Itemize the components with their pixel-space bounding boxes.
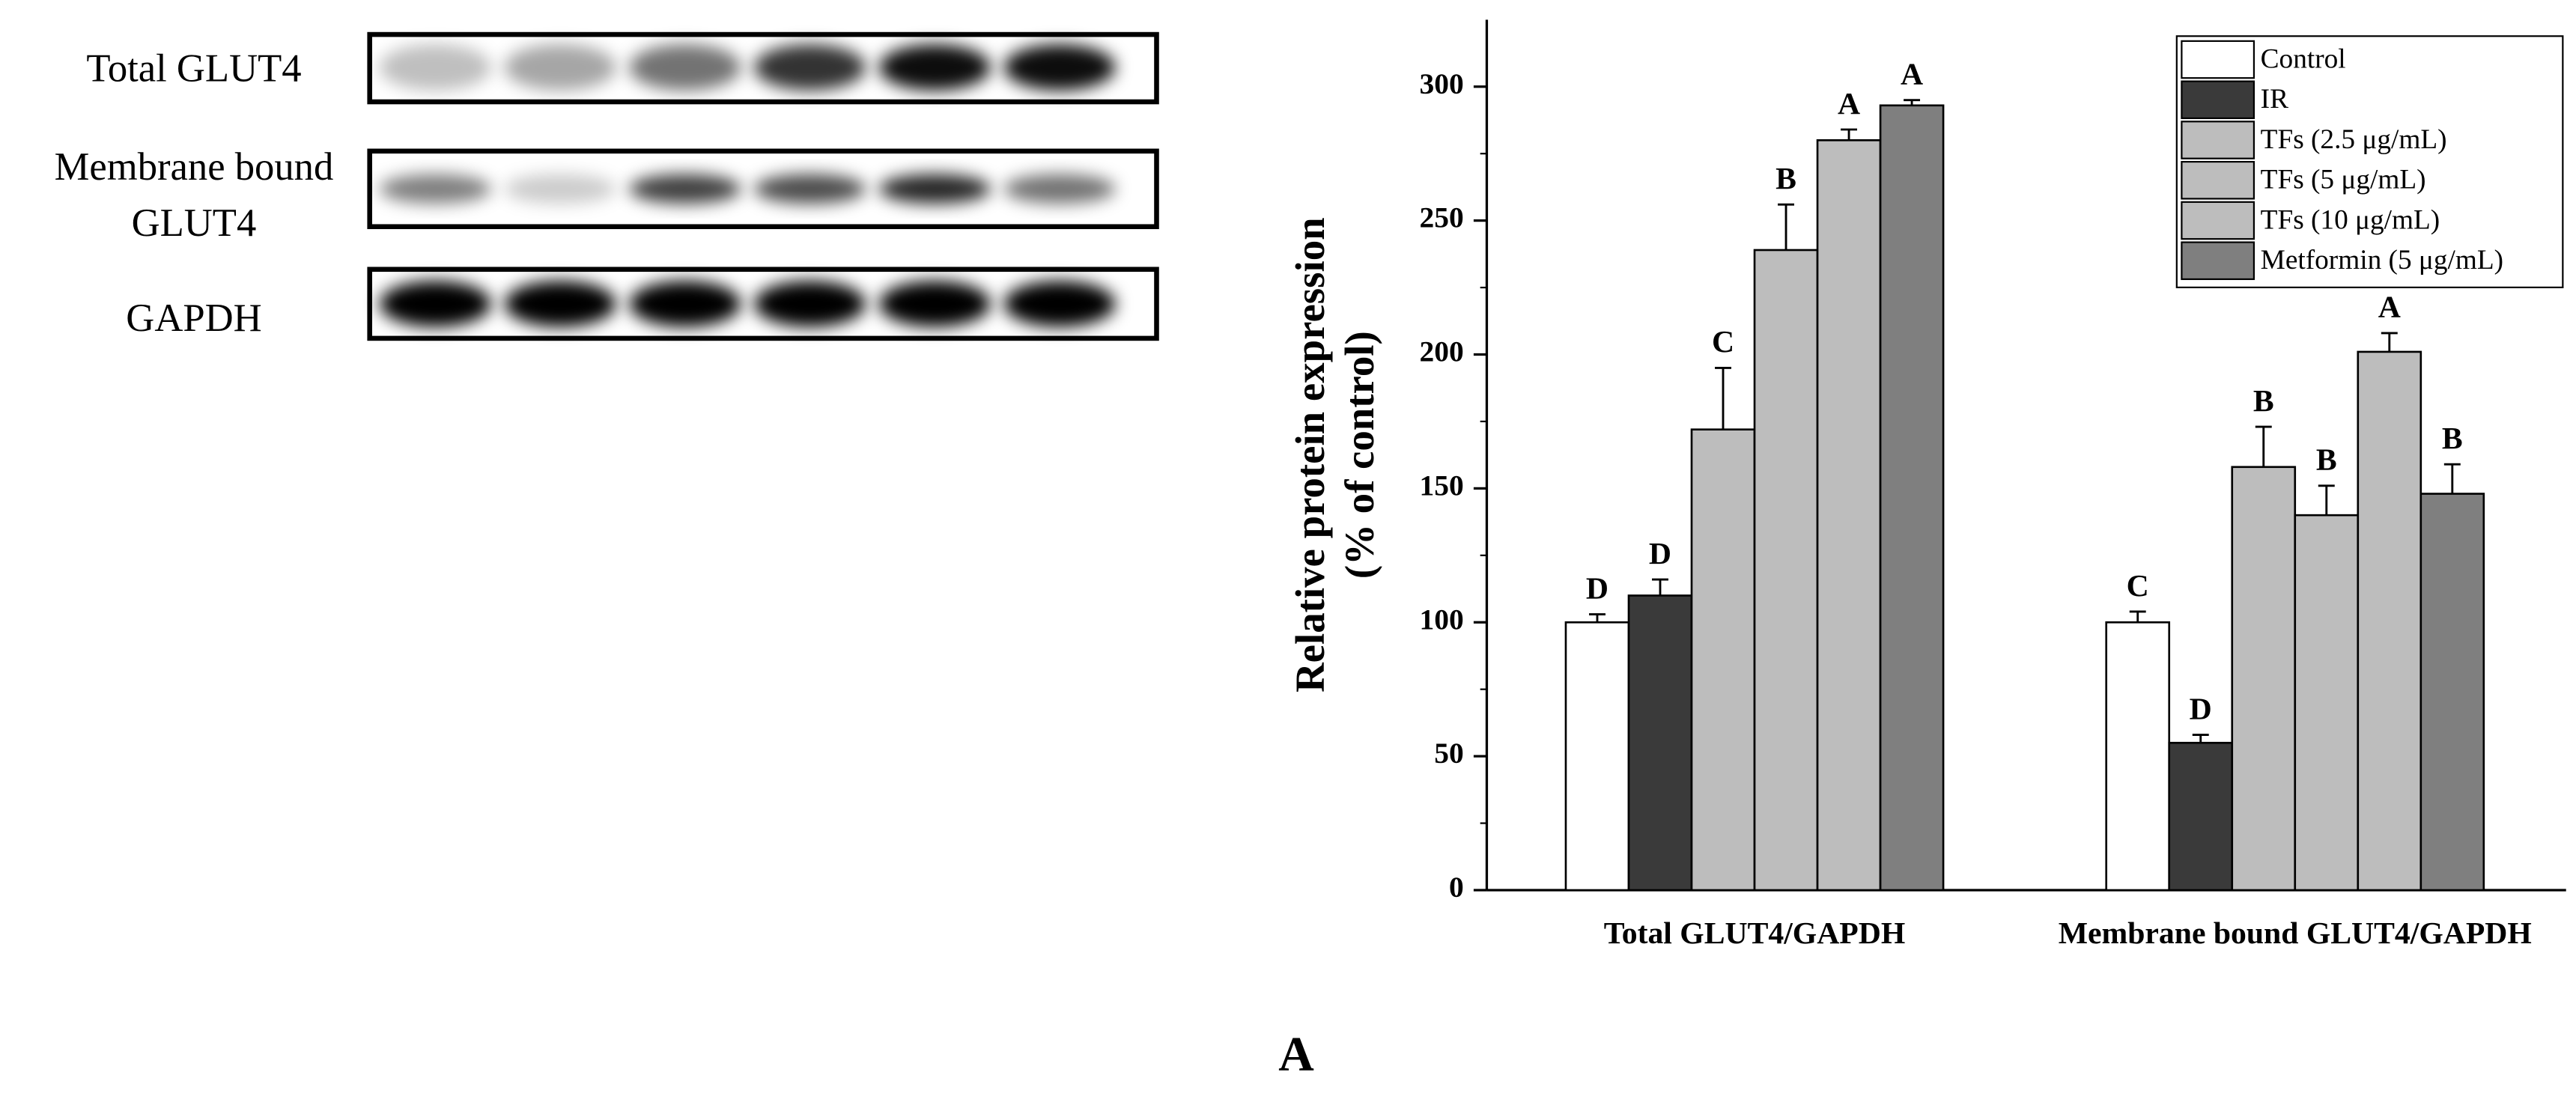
blot-label: GAPDH [126, 296, 261, 340]
significance-letter: B [2442, 421, 2463, 456]
bar [2231, 466, 2297, 892]
blot-label: GLUT4 [132, 201, 257, 245]
legend-label: TFs (5 μg/mL) [2261, 165, 2426, 195]
y-tick-label: 50 [1434, 737, 1463, 770]
legend-swatch [2181, 121, 2255, 159]
band [379, 44, 492, 91]
band [878, 281, 991, 327]
y-tick-label: 150 [1420, 469, 1464, 502]
legend-swatch [2181, 160, 2255, 200]
y-tick-label: 0 [1449, 871, 1464, 904]
error-bar [2443, 463, 2461, 494]
bar [1690, 428, 1756, 892]
y-axis-label-line: Relative protein expression [1287, 217, 1333, 692]
y-axis-label: Relative protein expression (% of control… [1287, 217, 1382, 692]
error-bar [1778, 203, 1795, 250]
bar [2294, 514, 2360, 892]
legend-swatch [2181, 80, 2255, 120]
band [379, 174, 492, 204]
band [629, 174, 741, 204]
legend-label: Control [2261, 43, 2346, 74]
y-tick-label: 300 [1420, 67, 1464, 100]
blot-label: Total GLUT4 [86, 47, 301, 91]
significance-letter: B [1775, 162, 1796, 196]
band [878, 174, 991, 204]
western-blot [367, 31, 1159, 341]
y-tick-label: 100 [1420, 603, 1464, 636]
error-bar [1589, 613, 1606, 623]
band [1003, 44, 1116, 91]
blot-label: Membrane bound [55, 145, 334, 189]
legend-swatch [2181, 201, 2255, 240]
significance-letter: D [2190, 692, 2212, 726]
bar [2419, 493, 2485, 892]
significance-letter: C [1712, 325, 1734, 359]
bar [2105, 621, 2171, 892]
significance-letter: B [2316, 443, 2337, 478]
significance-letter: C [2127, 569, 2149, 603]
bar [1564, 621, 1630, 892]
significance-letter: A [2378, 290, 2401, 325]
band [504, 281, 616, 327]
error-bar [2129, 610, 2146, 623]
panel-label: A [1278, 1027, 1314, 1082]
significance-letter: A [1838, 87, 1860, 121]
band [754, 281, 866, 327]
band [878, 44, 991, 91]
bar [1816, 138, 1882, 892]
bar [1879, 104, 1945, 892]
error-bar [2255, 425, 2272, 467]
legend-swatch [2181, 40, 2255, 79]
significance-letter: D [1649, 537, 1671, 571]
significance-letter: B [2253, 384, 2274, 418]
band [754, 174, 866, 204]
significance-letter: D [1586, 571, 1609, 606]
bar [2168, 741, 2234, 892]
band [504, 44, 616, 91]
error-bar [2381, 332, 2398, 352]
x-tick-label: Membrane bound GLUT4/GAPDH [2059, 916, 2532, 951]
y-tick-label: 200 [1420, 335, 1464, 368]
band [1003, 281, 1116, 327]
legend-label: TFs (2.5 μg/mL) [2261, 124, 2447, 155]
y-tick-label: 250 [1420, 201, 1464, 234]
band [379, 281, 492, 327]
significance-letter: A [1901, 57, 1923, 91]
band [754, 44, 866, 91]
error-bar [1715, 366, 1731, 430]
legend-label: IR [2261, 84, 2288, 115]
bar [2357, 350, 2422, 892]
band [629, 281, 741, 327]
error-bar [1841, 128, 1858, 141]
band [629, 44, 741, 91]
error-bar [1904, 99, 1921, 106]
legend-label: TFs (10 μg/mL) [2261, 204, 2440, 235]
error-bar [2318, 484, 2335, 516]
bar [1753, 249, 1819, 892]
band [504, 174, 616, 204]
error-bar [1652, 578, 1668, 596]
legend-label: Metformin (5 μg/mL) [2261, 245, 2503, 276]
y-axis-label-line: (% of control) [1336, 331, 1382, 579]
bar [1627, 594, 1693, 892]
x-tick-label: Total GLUT4/GAPDH [1604, 916, 1906, 951]
band [1003, 174, 1116, 204]
error-bar [2192, 734, 2209, 743]
legend-swatch [2181, 241, 2255, 281]
